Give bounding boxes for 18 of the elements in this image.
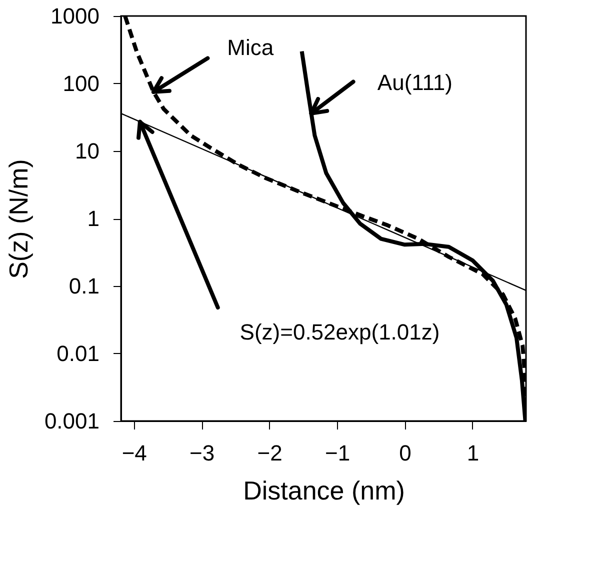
annotation: Mica bbox=[227, 35, 274, 60]
x-axis-title: Distance (nm) bbox=[243, 476, 405, 506]
x-tick-label: 0 bbox=[399, 440, 412, 466]
annotation: S(z)=0.52exp(1.01z) bbox=[240, 319, 440, 344]
y-tick-label: 1 bbox=[87, 206, 100, 231]
y-tick-label: 10 bbox=[75, 138, 100, 164]
y-tick-label: 1000 bbox=[50, 4, 100, 28]
annotation: Au(111) bbox=[377, 70, 452, 96]
x-tick-label: 1 bbox=[466, 440, 480, 466]
x-tick-label: −1 bbox=[325, 440, 350, 466]
x-tick-label: −3 bbox=[190, 440, 215, 466]
y-tick-label: 0.01 bbox=[56, 341, 100, 366]
y-tick-label: 0.001 bbox=[44, 408, 100, 434]
y-tick-label: 100 bbox=[62, 71, 100, 96]
x-tick-label: −4 bbox=[122, 440, 147, 466]
x-tick-label: −2 bbox=[257, 440, 282, 466]
y-axis-title: S(z) (N/m) bbox=[3, 159, 34, 279]
y-tick-label: 0.1 bbox=[68, 274, 100, 298]
